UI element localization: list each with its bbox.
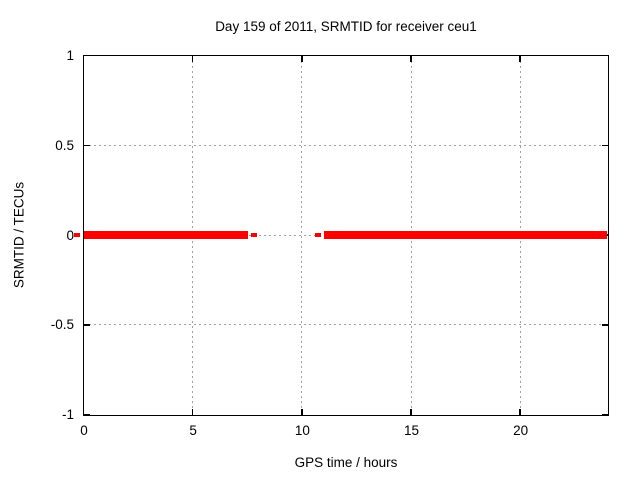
- y-tick-label: -1: [61, 407, 74, 422]
- x-tick-label: 5: [189, 423, 197, 438]
- chart-title: Day 159 of 2011, SRMTID for receiver ceu…: [215, 19, 477, 34]
- y-tick-left: [83, 54, 90, 57]
- x-tick-label: 15: [403, 423, 420, 438]
- x-tick-top: [410, 55, 412, 62]
- x-tick-label: 20: [513, 423, 529, 438]
- y-tick-label: 1: [66, 48, 74, 63]
- y-tick-left: [83, 413, 90, 416]
- x-tick-bottom: [519, 408, 521, 415]
- x-axis-label: GPS time / hours: [294, 455, 398, 470]
- y-tick-right: [601, 144, 608, 146]
- x-tick-label: 10: [294, 423, 310, 438]
- y-tick-label: 0: [66, 227, 74, 243]
- data-point: [73, 233, 80, 237]
- y-gridline: [83, 144, 608, 146]
- data-segment: [323, 231, 608, 239]
- data-segment: [83, 231, 249, 239]
- y-tick-left: [83, 144, 90, 146]
- y-tick-label: 0.5: [55, 137, 74, 153]
- x-tick-top: [82, 55, 85, 62]
- y-tick-left: [83, 324, 90, 326]
- x-tick-top: [191, 55, 194, 62]
- y-tick-right: [601, 324, 608, 326]
- y-gridline: [83, 324, 608, 326]
- x-tick-bottom: [82, 408, 85, 415]
- x-tick-bottom: [301, 408, 303, 415]
- y-tick-right: [601, 54, 608, 57]
- x-tick-bottom: [191, 408, 194, 415]
- data-point: [315, 233, 322, 237]
- data-point: [250, 233, 257, 237]
- x-tick-top: [519, 55, 521, 62]
- x-tick-bottom: [410, 408, 412, 415]
- y-tick-right: [601, 413, 608, 416]
- plot-area: [73, 54, 609, 416]
- y-tick-label: -0.5: [50, 317, 74, 333]
- x-tick-label: 0: [80, 423, 88, 438]
- x-tick-top: [301, 55, 303, 62]
